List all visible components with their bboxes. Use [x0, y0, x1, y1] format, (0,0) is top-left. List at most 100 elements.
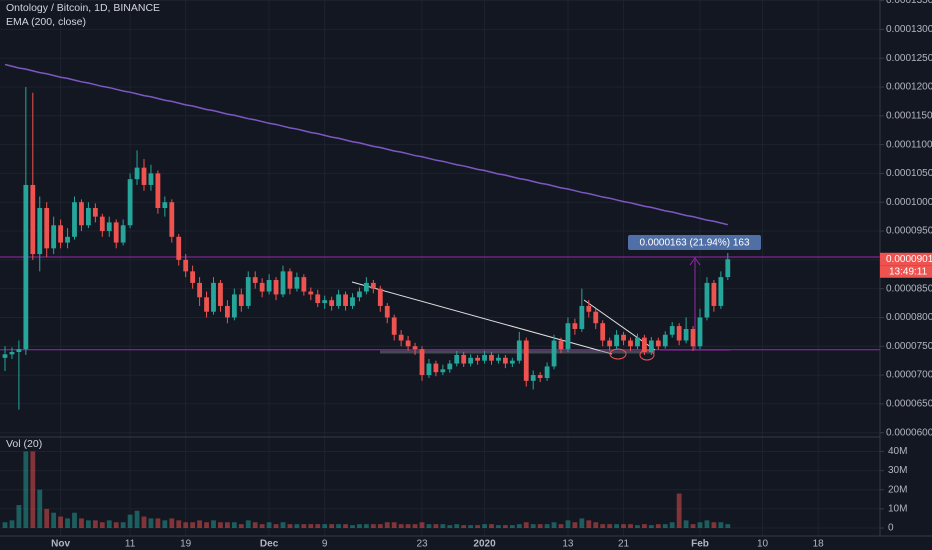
candle-body	[169, 202, 175, 237]
candle-body	[92, 207, 98, 217]
candle-body	[231, 294, 237, 318]
candle-body	[343, 294, 348, 306]
volume-bar	[155, 518, 161, 528]
candle-body	[197, 282, 202, 298]
candle-body	[516, 340, 522, 361]
volume-bar	[718, 522, 724, 528]
y-tick-label: 0.0001350	[886, 0, 932, 6]
countdown-tag	[880, 265, 932, 278]
candle-body	[648, 340, 654, 353]
candle-body	[565, 323, 571, 350]
candle-body	[99, 216, 105, 232]
highlight-circle	[639, 349, 655, 361]
candle-body	[266, 280, 272, 292]
candle-body	[141, 167, 147, 185]
candle-body	[315, 294, 321, 304]
candle-body	[162, 202, 168, 208]
y-tick-label: 0.0001150	[886, 110, 932, 121]
candle-body	[280, 271, 286, 295]
measure-label: 0.0000163 (21.94%) 163	[639, 238, 750, 249]
candle-body	[176, 236, 182, 260]
volume-bar	[607, 524, 613, 528]
candle-body	[614, 334, 619, 347]
y-tick-label: 0.0000650	[886, 399, 932, 410]
volume-bar	[676, 493, 682, 528]
volume-bar	[593, 522, 599, 528]
candle-body	[503, 357, 508, 364]
volume-bar	[211, 520, 216, 528]
candle-body	[225, 305, 230, 318]
candle-body	[245, 277, 251, 306]
volume-bar	[322, 524, 328, 528]
candle-body	[558, 340, 564, 350]
volume-bar	[44, 508, 50, 528]
volume-bar	[544, 524, 550, 528]
volume-bar	[79, 518, 84, 528]
y-tick-label: 0.0001250	[886, 53, 932, 64]
candle-body	[391, 317, 397, 335]
candle-body	[426, 363, 432, 376]
volume-bar	[516, 524, 522, 528]
volume-bar	[725, 524, 731, 528]
grid	[0, 0, 880, 536]
candle-body	[405, 340, 411, 347]
volume-bar	[23, 451, 29, 528]
volume-bar	[704, 520, 710, 528]
y-tick-label: 10M	[888, 504, 907, 515]
candle-body	[683, 328, 689, 341]
volume-bar	[336, 524, 341, 528]
volume-bar	[294, 524, 300, 528]
volume-bar	[662, 524, 668, 528]
volume-bar	[370, 524, 376, 528]
y-tick-label: 0.0001300	[886, 24, 932, 35]
y-tick-label: 0	[888, 523, 894, 534]
x-tick-label: Dec	[260, 539, 279, 550]
y-tick-label: 0.0000600	[886, 427, 932, 438]
candle-body	[579, 305, 585, 329]
candle-body	[370, 282, 376, 289]
volume-bar	[141, 516, 147, 528]
candle-body	[412, 346, 418, 350]
volume-bar	[301, 524, 307, 528]
candle-body	[322, 300, 328, 304]
volume-bar	[58, 516, 63, 528]
candle-body	[593, 311, 599, 324]
candle-body	[523, 340, 529, 381]
volume-bar	[440, 524, 446, 528]
volume-bar	[315, 524, 321, 528]
volume-bar	[405, 524, 411, 528]
candle-body	[238, 294, 244, 306]
volume-bar	[231, 522, 237, 528]
candle-body	[572, 323, 578, 329]
candle-body	[16, 349, 22, 353]
volume-bar	[558, 524, 564, 528]
candle-body	[537, 375, 543, 378]
candle-body	[551, 340, 557, 367]
last-price-label: 0.0000901	[886, 254, 932, 265]
candle-body	[218, 282, 223, 306]
volume-bar	[454, 524, 460, 528]
candle-body	[9, 352, 15, 355]
volume-bar	[621, 524, 626, 528]
measure-box	[628, 235, 761, 250]
volume-bar	[329, 524, 335, 528]
candle-body	[725, 259, 731, 278]
x-tick-label: 9	[322, 539, 328, 550]
y-tick-label: 0.0001000	[886, 197, 932, 208]
candle-body	[676, 326, 682, 341]
candle-body	[301, 277, 307, 292]
volume-bar	[642, 524, 647, 528]
y-tick-label: 0.0000750	[886, 341, 932, 352]
candle-body	[72, 202, 77, 237]
volume-bar	[683, 520, 689, 528]
volume-bar	[537, 524, 543, 528]
volume-bar	[447, 525, 453, 528]
volume-bar	[218, 522, 223, 528]
x-tick-label: 19	[180, 539, 192, 550]
volume-bar	[600, 524, 606, 528]
volume-bar	[99, 522, 105, 528]
volume-bar	[72, 512, 77, 528]
volume-bar	[190, 522, 196, 528]
volume-bar	[482, 524, 487, 528]
